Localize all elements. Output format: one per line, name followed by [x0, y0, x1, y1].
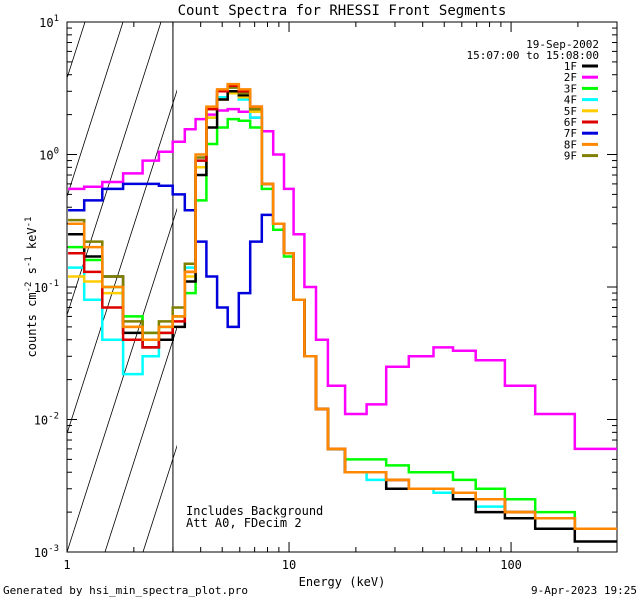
y-tick-label: 10-3	[34, 544, 59, 560]
chart-title: Count Spectra for RHESSI Front Segments	[178, 3, 507, 19]
series-line-8F	[68, 82, 617, 530]
legend-label-2F: 2F	[564, 71, 577, 84]
legend-label-3F: 3F	[564, 82, 577, 95]
y-tick-label: 100	[39, 147, 59, 163]
annotation-date: 19-Sep-2002	[526, 38, 599, 51]
y-tick-label: 10-2	[34, 412, 59, 428]
hatch-line	[181, 22, 351, 552]
hatch-line	[104, 326, 177, 552]
hatch-line	[599, 22, 640, 552]
series-line-2F	[68, 107, 617, 451]
hatch-line	[371, 22, 541, 552]
x-tick-labels: 1 10 100	[63, 558, 522, 572]
axis-ticks	[66, 21, 618, 553]
x-axis-label: Energy (keV)	[299, 575, 386, 589]
footer-generated-by: Generated by hsi_min_spectra_plot.pro	[3, 584, 248, 597]
hatch-line	[67, 22, 124, 198]
series-group	[68, 82, 617, 543]
hatched-region	[0, 22, 640, 552]
hatch-line	[0, 22, 9, 552]
annotation-attenuator: Att A0, FDecim 2	[186, 516, 302, 530]
y-tick-label: 10-1	[34, 279, 59, 295]
legend-label-9F: 9F	[564, 150, 577, 163]
hatch-line	[447, 22, 617, 552]
legend-label-7F: 7F	[564, 127, 577, 140]
y-axis-label: counts cm-2 s-1 keV-1	[24, 217, 39, 358]
x-tick-label: 100	[500, 558, 522, 572]
legend-label-4F: 4F	[564, 94, 577, 107]
annotation-background: Includes Background	[186, 504, 323, 518]
hatch-line	[142, 444, 177, 552]
hatch-line	[67, 207, 177, 552]
annotation-time-range: 15:07:00 to 15:08:00	[467, 49, 599, 62]
y-tick-label: 101	[39, 14, 59, 30]
y-tick-labels: 10-3 10-2 10-1 100 101	[34, 14, 59, 560]
x-tick-label: 1	[63, 558, 70, 572]
hatch-line	[257, 22, 427, 552]
legend-label-1F: 1F	[564, 60, 577, 73]
series-line-1F	[68, 90, 617, 543]
x-tick-label: 10	[282, 558, 296, 572]
hatch-line	[523, 22, 640, 552]
footer-timestamp: 9-Apr-2023 19:25	[531, 584, 637, 597]
legend-label-8F: 8F	[564, 138, 577, 151]
legend-label-6F: 6F	[564, 116, 577, 129]
plot-frame	[66, 21, 618, 553]
legend-label-5F: 5F	[564, 105, 577, 118]
